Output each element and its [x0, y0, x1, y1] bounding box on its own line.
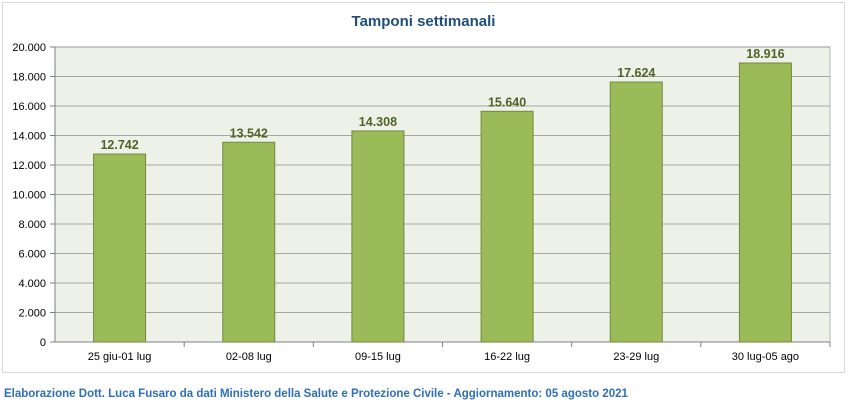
x-tick-label: 25 giu-01 lug: [88, 351, 152, 363]
y-tick-label: 8.000: [18, 219, 46, 231]
y-tick-label: 0: [40, 337, 46, 349]
y-tick-label: 12.000: [12, 160, 46, 172]
x-tick-label: 16-22 lug: [484, 351, 530, 363]
bar-value-label: 14.308: [359, 115, 397, 129]
bar: [738, 62, 792, 343]
y-tick-label: 6.000: [18, 249, 46, 261]
bar-value-label: 13.542: [230, 126, 268, 140]
bar: [351, 130, 405, 343]
bar-value-label: 17.624: [617, 66, 655, 80]
bar-chart: 0 2.000 4.000 6.000 8.000 10.000 12.000 14.000 1…: [12, 42, 831, 363]
bar: [222, 141, 276, 343]
y-tick-label: 2.000: [18, 308, 46, 320]
y-tick-label: 18.000: [12, 72, 46, 84]
bar: [609, 81, 663, 343]
y-tick-label: 14.000: [12, 131, 46, 143]
bar: [480, 110, 534, 343]
chart-title: Tamponi settimanali: [351, 13, 496, 30]
x-tick-label: 30 lug-05 ago: [732, 351, 799, 363]
x-tick-label: 23-29 lug: [613, 351, 659, 363]
bar-value-label: 18.916: [746, 47, 784, 61]
y-tick-label: 16.000: [12, 101, 46, 113]
bar: [93, 153, 147, 343]
y-tick-label: 10.000: [12, 190, 46, 202]
y-tick-label: 4.000: [18, 278, 46, 290]
bar-value-label: 12.742: [100, 138, 138, 152]
x-tick-label: 02-08 lug: [226, 351, 272, 363]
footer-credit: Elaborazione Dott. Luca Fusaro da dati M…: [4, 388, 628, 400]
x-tick-label: 09-15 lug: [355, 351, 401, 363]
y-tick-label: 20.000: [12, 42, 46, 54]
bar-value-label: 15.640: [488, 95, 526, 109]
